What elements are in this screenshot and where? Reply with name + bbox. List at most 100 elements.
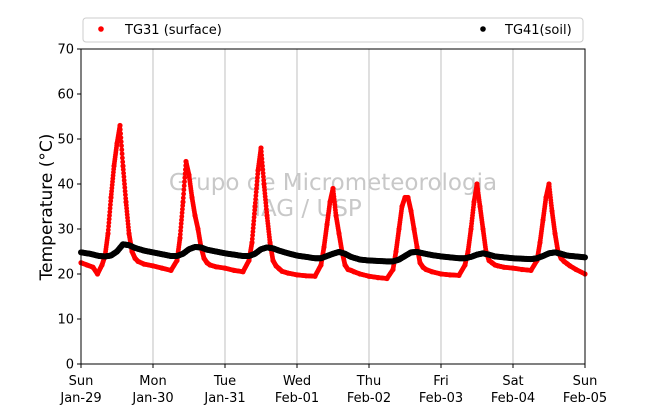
x-tick-label-date: Feb-02 — [347, 391, 391, 406]
data-point-dense — [180, 195, 186, 201]
x-tick-label-date: Jan-30 — [131, 391, 173, 406]
data-point-dense — [259, 160, 265, 165]
data-point-dense — [182, 179, 187, 185]
data-point-dense — [106, 220, 112, 226]
legend-marker-soil — [480, 26, 486, 32]
data-point-dense — [123, 192, 128, 198]
x-tick-label-day: Mon — [139, 374, 166, 389]
data-point-dense — [259, 152, 264, 158]
data-point-dense — [122, 181, 127, 187]
data-point — [105, 230, 111, 237]
data-point-dense — [121, 174, 127, 180]
data-point-dense — [254, 186, 259, 191]
data-point-dense — [251, 218, 257, 224]
data-point — [252, 203, 258, 210]
data-point-dense — [182, 175, 188, 181]
data-point-dense — [179, 214, 185, 219]
legend-label-soil: TG41(soil) — [504, 23, 572, 38]
y-tick-label: 70 — [57, 43, 74, 58]
data-series — [78, 122, 588, 282]
data-point-dense — [121, 170, 126, 176]
data-point-dense — [252, 211, 257, 217]
data-point-dense — [260, 167, 266, 173]
data-point-dense — [107, 209, 113, 215]
y-tick-label: 0 — [66, 358, 74, 373]
data-point-dense — [251, 214, 257, 220]
data-point — [258, 145, 264, 151]
data-point-dense — [180, 206, 185, 212]
data-point-dense — [181, 187, 187, 193]
y-tick-label: 50 — [57, 133, 74, 148]
data-point-dense — [253, 196, 258, 202]
data-point — [120, 163, 126, 169]
data-point-dense — [118, 139, 124, 145]
data-point-dense — [105, 227, 111, 233]
y-tick-label: 40 — [57, 178, 74, 193]
data-point-dense — [250, 225, 256, 231]
x-tick-label-date: Feb-04 — [491, 391, 535, 406]
x-tick-label-day: Wed — [283, 374, 311, 389]
data-point-dense — [179, 217, 184, 223]
data-point-dense — [119, 151, 125, 157]
x-tick-label-date: Jan-29 — [59, 391, 101, 406]
data-point — [180, 199, 186, 205]
data-point-dense — [255, 175, 260, 181]
x-tick-label-day: Sun — [573, 374, 598, 389]
data-point-dense — [258, 149, 264, 155]
data-point — [177, 235, 183, 241]
data-point-dense — [178, 228, 184, 234]
data-point-dense — [181, 191, 187, 197]
x-tick-label-day: Thu — [356, 374, 381, 389]
data-point-dense — [250, 229, 256, 235]
data-point-dense — [249, 236, 255, 242]
data-point-dense — [260, 163, 265, 169]
data-point-dense — [253, 193, 259, 199]
data-point-dense — [254, 178, 260, 184]
series-soil — [78, 241, 588, 265]
data-point-dense — [254, 182, 260, 188]
data-point-dense — [107, 205, 113, 211]
watermark-line-2: IAG / USP — [254, 196, 362, 222]
data-point — [117, 122, 123, 129]
data-point-dense — [119, 143, 124, 149]
x-axis: Sun Jan-29 Mon Jan-30 Tue Jan-31 Wed Feb-01 Thu F… — [59, 364, 607, 406]
y-axis: 0 10 20 30 40 50 60 70 — [57, 43, 81, 373]
data-point-dense — [120, 155, 125, 161]
data-point-dense — [181, 183, 187, 189]
data-point-dense — [251, 222, 256, 227]
data-point-dense — [178, 224, 184, 230]
data-point-dense — [253, 189, 259, 195]
y-tick-label: 60 — [57, 88, 74, 103]
x-tick-label-day: Sun — [69, 374, 94, 389]
data-point-dense — [119, 147, 125, 153]
data-point-dense — [117, 127, 123, 132]
data-point-dense — [261, 174, 266, 180]
legend-marker-surface — [98, 26, 104, 32]
legend-label-surface: TG31 (surface) — [124, 23, 222, 38]
x-tick-label-day: Sat — [502, 374, 523, 389]
data-point-dense — [260, 170, 266, 176]
y-tick-label: 10 — [57, 313, 74, 328]
watermark: Grupo de Micrometeorologia IAG / USP — [169, 170, 497, 222]
data-point-dense — [179, 210, 185, 216]
data-point-dense — [259, 156, 265, 162]
data-point-dense — [107, 213, 112, 218]
plot-frame — [80, 48, 586, 365]
data-point-dense — [250, 232, 256, 238]
x-tick-label-date: Feb-01 — [275, 391, 319, 406]
data-point-dense — [120, 167, 126, 173]
data-point-dense — [120, 159, 126, 165]
x-tick-label-date: Jan-31 — [203, 391, 245, 406]
data-point-dense — [122, 185, 128, 191]
data-point-dense — [252, 200, 258, 206]
x-tick-label-date: Feb-03 — [419, 391, 463, 406]
data-point-dense — [108, 202, 113, 208]
x-tick-label-day: Tue — [213, 374, 236, 389]
y-tick-label: 30 — [57, 223, 74, 238]
data-point-dense — [178, 221, 184, 227]
data-point-dense — [177, 232, 183, 237]
y-axis-title: Temperature (°C) — [37, 134, 57, 282]
data-point-dense — [118, 131, 123, 137]
data-point — [249, 239, 255, 246]
